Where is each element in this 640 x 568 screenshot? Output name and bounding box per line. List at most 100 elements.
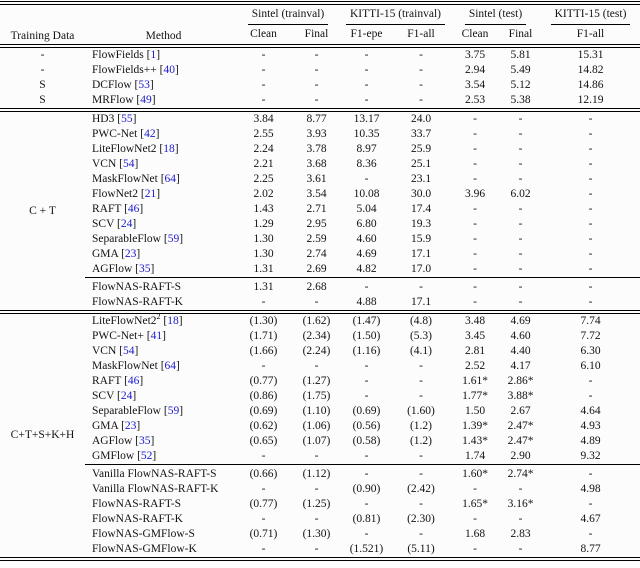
citation-link[interactable]: 54: [123, 345, 135, 357]
value-cell: -: [419, 360, 423, 372]
citation-link[interactable]: 64: [164, 173, 177, 185]
value-cell: (0.81): [352, 513, 381, 525]
citation-link[interactable]: 46: [127, 203, 140, 215]
table-row: SeparableFlow [59] (0.69) (1.10) (0.69) (1.6…: [0, 404, 640, 419]
value-cell: 30.0: [410, 188, 432, 200]
value-cell: -: [473, 173, 477, 185]
citation-link[interactable]: 24: [120, 390, 133, 402]
value-cell: (1.47): [352, 315, 381, 327]
citation-link[interactable]: 40: [163, 64, 175, 76]
group-divider: [0, 310, 640, 314]
method-cell: FlowFields++ [40]: [92, 64, 179, 76]
value-cell: 1.60*: [462, 468, 488, 480]
value-cell: 25.9: [410, 143, 432, 155]
value-cell: -: [364, 390, 369, 402]
value-cell: 3.78: [306, 143, 327, 155]
citation-link[interactable]: 35: [138, 263, 151, 275]
value-cell: -: [588, 528, 593, 540]
value-cell: (1.25): [302, 498, 331, 510]
value-cell: 17.1: [410, 248, 432, 260]
table-row: GMA [23] (0.62) (1.06) (0.56) (1.2) 1.39* 2.47…: [0, 419, 640, 434]
value-cell: 1.31: [253, 281, 274, 293]
citation-link[interactable]: 49: [140, 94, 152, 106]
value-cell: -: [261, 79, 266, 91]
value-cell: (1.2): [409, 420, 433, 432]
value-cell: -: [261, 543, 266, 555]
group-label: KITTI-15 (test): [550, 7, 631, 25]
citation-link[interactable]: 18: [167, 315, 179, 327]
value-cell: -: [518, 128, 523, 140]
citation-link[interactable]: 46: [127, 375, 140, 387]
value-cell: 1.30: [253, 233, 274, 245]
citation-link[interactable]: 41: [150, 330, 163, 342]
value-cell: -: [518, 263, 523, 275]
value-cell: (5.11): [407, 543, 435, 555]
value-cell: 24.0: [410, 113, 432, 125]
table-row: VCN [54] (1.66) (2.24) (1.16) (4.1) 2.81 4.40 6…: [0, 344, 640, 359]
citation-link[interactable]: 55: [121, 113, 133, 125]
value-cell: -: [419, 79, 423, 91]
value-cell: 1.30: [253, 248, 274, 260]
value-cell: -: [261, 513, 266, 525]
value-cell: 19.3: [410, 218, 432, 230]
value-cell: -: [261, 360, 266, 372]
citation-link[interactable]: 53: [138, 79, 150, 91]
sub-column-header-final-trainval: Final: [304, 28, 329, 40]
citation-link[interactable]: 54: [123, 158, 135, 170]
value-cell: -: [473, 263, 477, 275]
value-cell: -: [473, 128, 477, 140]
value-cell: 4.60: [510, 330, 531, 342]
method-footnote-superscript: 2: [156, 312, 161, 322]
training-data-cell: S: [39, 94, 46, 106]
value-cell: 2.67: [510, 405, 531, 417]
value-cell: -: [364, 94, 369, 106]
value-cell: 2.25: [253, 173, 274, 185]
citation-link[interactable]: 35: [138, 435, 151, 447]
method-cell: FlowFields [1]: [92, 49, 161, 61]
value-cell: 3.88*: [507, 390, 534, 402]
value-cell: -: [518, 233, 523, 245]
citation-link[interactable]: 59: [167, 405, 180, 417]
value-cell: -: [314, 513, 319, 525]
value-cell: -: [588, 281, 593, 293]
citation-link[interactable]: 18: [163, 143, 175, 155]
method-cell: Vanilla FlowNAS-RAFT-S: [92, 468, 217, 480]
method-cell: SeparableFlow [59]: [92, 405, 184, 417]
training-data-cell: -: [40, 49, 45, 61]
citation-link[interactable]: 23: [124, 248, 137, 260]
value-cell: 5.12: [510, 79, 531, 91]
value-cell: (0.58): [352, 435, 381, 447]
value-cell: (1.2): [409, 435, 433, 447]
citation-link[interactable]: 42: [144, 128, 156, 140]
table-row: SCV [24] 1.29 2.95 6.80 19.3 - - -: [0, 217, 640, 232]
citation-link[interactable]: 64: [164, 360, 177, 372]
value-cell: -: [473, 143, 477, 155]
group-label: Sintel (test): [464, 7, 527, 25]
citation-link[interactable]: 21: [144, 188, 157, 200]
value-cell: (1.60): [407, 405, 435, 417]
citation-link[interactable]: 59: [167, 233, 180, 245]
citation-link[interactable]: 23: [124, 420, 137, 432]
citation-link[interactable]: 24: [120, 218, 133, 230]
value-cell: (1.50): [352, 330, 381, 342]
value-cell: -: [588, 296, 593, 308]
value-cell: 4.17: [510, 360, 531, 372]
value-cell: -: [419, 375, 423, 387]
value-cell: -: [261, 94, 266, 106]
value-cell: 1.39*: [462, 420, 488, 432]
citation-link[interactable]: 52: [140, 450, 153, 462]
sub-column-header-clean-test: Clean: [461, 28, 489, 40]
method-cell: SeparableFlow [59]: [92, 233, 184, 245]
value-cell: 3.75: [464, 49, 486, 61]
sub-divider: [0, 464, 640, 467]
header-rule: [0, 44, 640, 48]
value-cell: 3.16*: [507, 498, 534, 510]
citation-link[interactable]: 1: [150, 49, 157, 61]
group-label: KITTI-15 (trainval): [345, 7, 445, 25]
value-cell: 15.31: [577, 49, 604, 61]
column-group-kitti-trainval: KITTI-15 (trainval): [341, 5, 450, 25]
value-cell: -: [588, 498, 593, 510]
table-row: C + T HD3 [55] 3.84 8.77 13.17 24.0 - - -: [0, 112, 640, 217]
value-cell: 3.45: [464, 330, 486, 342]
